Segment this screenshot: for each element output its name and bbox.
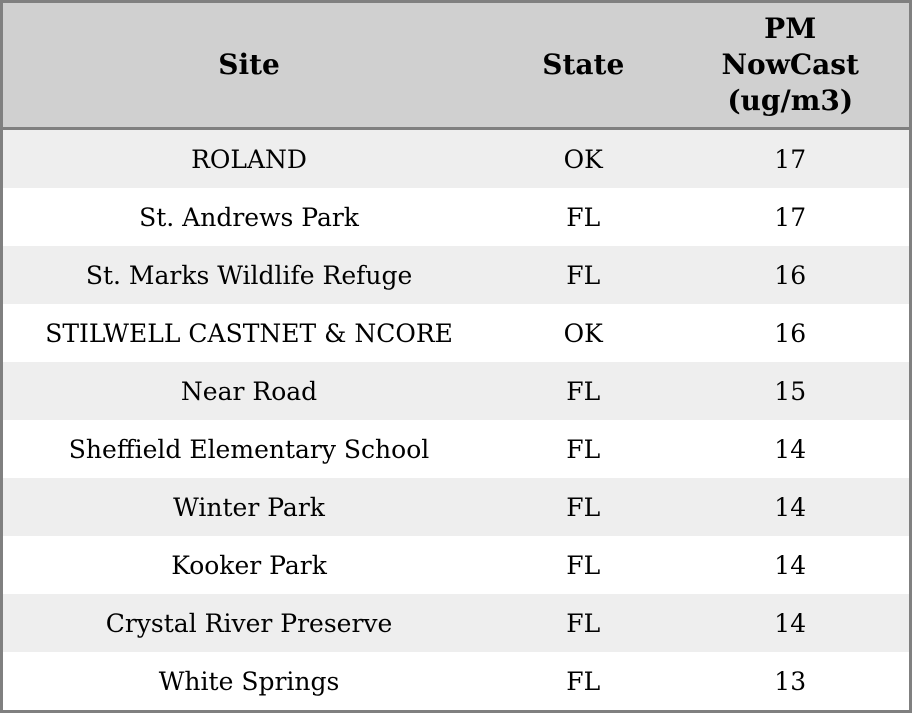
state-cell: FL xyxy=(566,666,601,696)
table-row: Crystal River Preserve FL 14 xyxy=(1,594,911,652)
site-cell: Kooker Park xyxy=(171,550,327,580)
column-header-site: Site xyxy=(1,1,496,130)
table-row: Kooker Park FL 14 xyxy=(1,536,911,594)
state-cell: FL xyxy=(566,260,601,290)
site-cell: STILWELL CASTNET & NCORE xyxy=(45,318,453,348)
site-cell: ROLAND xyxy=(191,144,307,174)
table-row: St. Andrews Park FL 17 xyxy=(1,188,911,246)
column-header-pm-nowcast-label: PM NowCast (ug/m3) xyxy=(721,12,859,117)
state-cell: FL xyxy=(566,492,601,522)
pm-nowcast-value-cell: 14 xyxy=(774,608,807,638)
site-cell: St. Andrews Park xyxy=(139,202,359,232)
table-row: White Springs FL 13 xyxy=(1,652,911,712)
state-cell: OK xyxy=(563,318,603,348)
site-cell: St. Marks Wildlife Refuge xyxy=(85,260,413,290)
pm-nowcast-value-cell: 14 xyxy=(774,434,807,464)
state-cell: FL xyxy=(566,550,601,580)
state-cell: OK xyxy=(563,144,603,174)
site-cell: Crystal River Preserve xyxy=(105,608,393,638)
state-cell: FL xyxy=(566,202,601,232)
pm-nowcast-value-cell: 15 xyxy=(774,376,807,406)
table-row: Sheffield Elementary School FL 14 xyxy=(1,420,911,478)
table-row: St. Marks Wildlife Refuge FL 16 xyxy=(1,246,911,304)
pm-nowcast-value-cell: 14 xyxy=(774,492,807,522)
pm-nowcast-value-cell: 14 xyxy=(774,550,807,580)
column-header-state: State xyxy=(495,1,672,130)
pm-nowcast-value-cell: 16 xyxy=(774,260,807,290)
column-header-state-label: State xyxy=(542,48,625,81)
pm-nowcast-value-cell: 17 xyxy=(774,202,807,232)
state-cell: FL xyxy=(566,608,601,638)
site-cell: Winter Park xyxy=(173,492,325,522)
pm-nowcast-value-cell: 16 xyxy=(774,318,807,348)
table-header: Site State PM NowCast (ug/m3) xyxy=(1,1,911,130)
header-row: Site State PM NowCast (ug/m3) xyxy=(1,1,911,130)
site-cell: Sheffield Elementary School xyxy=(68,434,430,464)
table-body: ROLAND OK 17 St. Andrews Park FL 17 St. … xyxy=(1,128,911,712)
pm-nowcast-value-cell: 13 xyxy=(774,666,807,696)
table-row: Near Road FL 15 xyxy=(1,362,911,420)
pm-nowcast-value-cell: 17 xyxy=(774,144,807,174)
table-row: Winter Park FL 14 xyxy=(1,478,911,536)
table-row: STILWELL CASTNET & NCORE OK 16 xyxy=(1,304,911,362)
column-header-site-label: Site xyxy=(218,48,280,81)
site-cell: Near Road xyxy=(180,376,318,406)
state-cell: FL xyxy=(566,376,601,406)
state-cell: FL xyxy=(566,434,601,464)
table-row: ROLAND OK 17 xyxy=(1,128,911,188)
site-cell: White Springs xyxy=(158,666,340,696)
column-header-pm-nowcast: PM NowCast (ug/m3) xyxy=(671,1,911,130)
